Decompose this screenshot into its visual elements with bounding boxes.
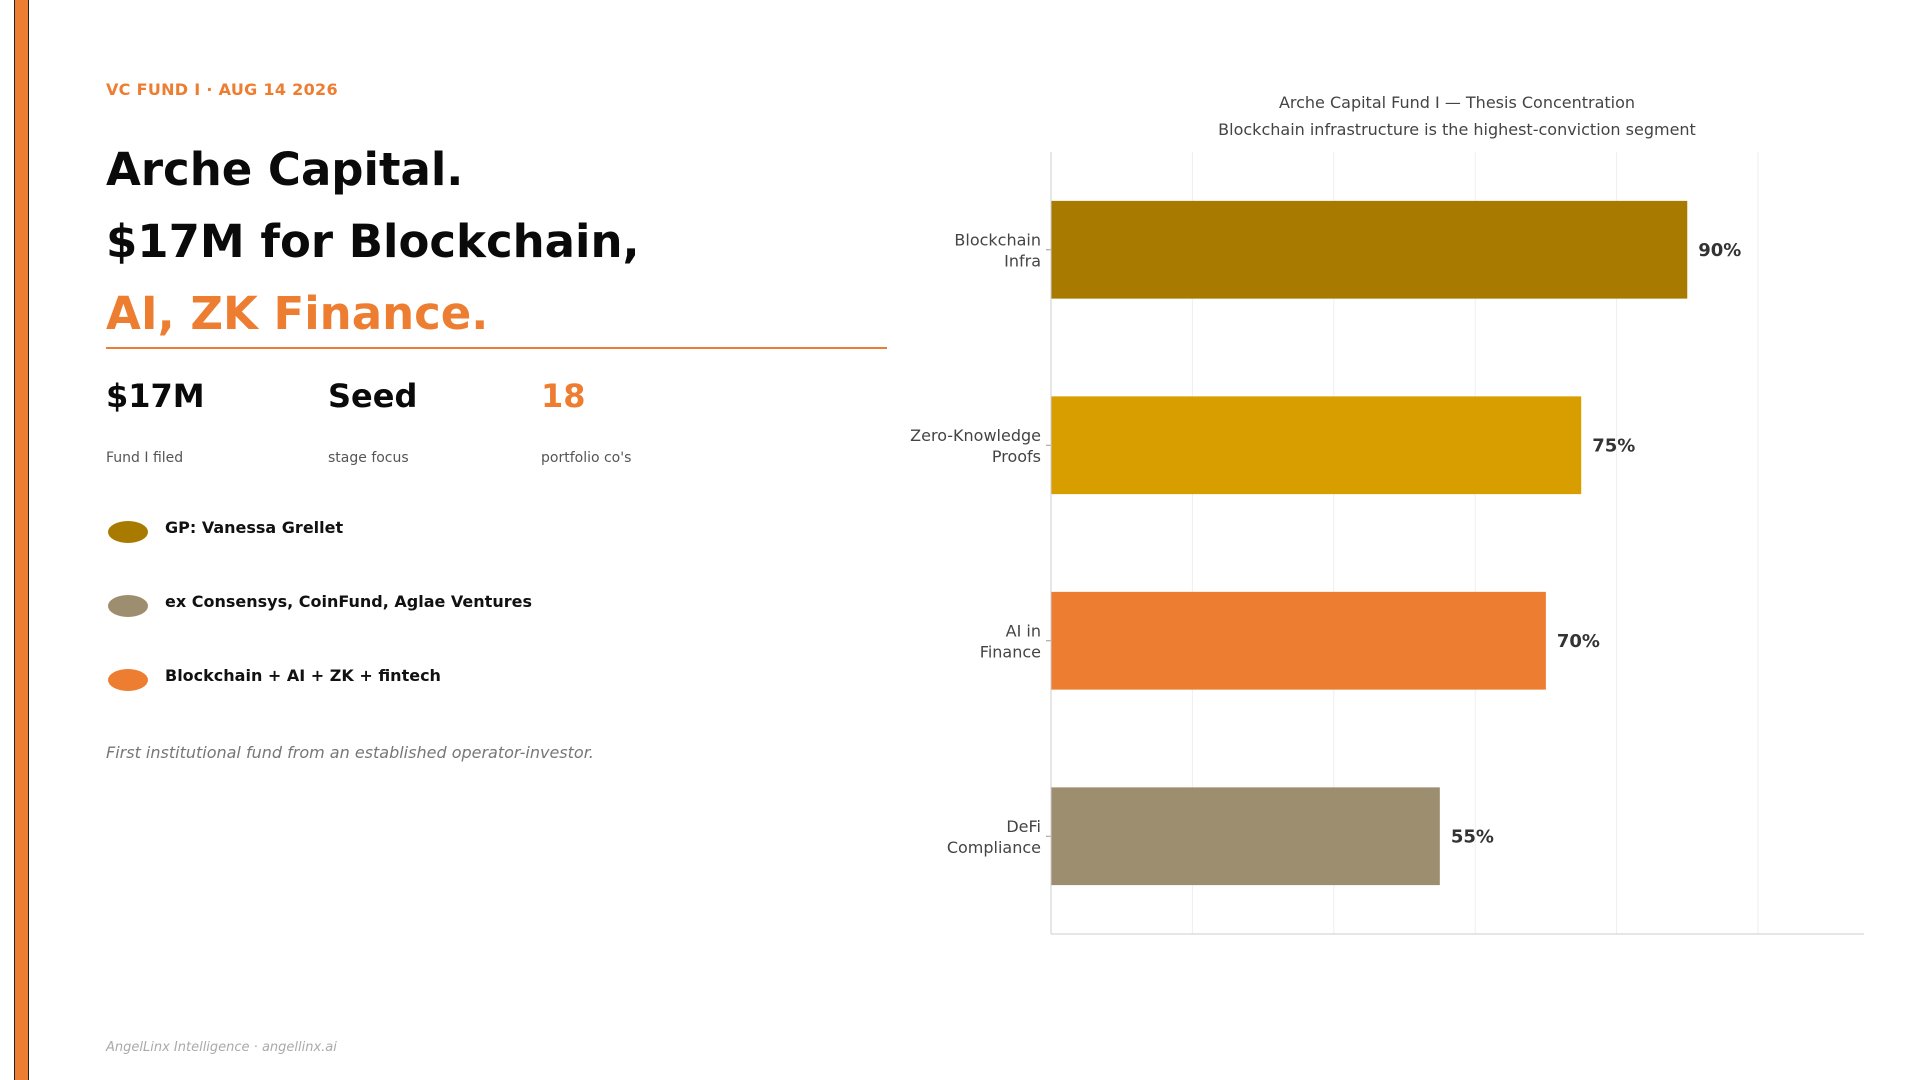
- category-label-line: Infra: [1004, 251, 1041, 270]
- category-label-line: Zero-Knowledge: [910, 426, 1041, 445]
- kicker: VC FUND I · AUG 14 2026: [106, 80, 338, 99]
- stat-label: stage focus: [328, 450, 409, 466]
- stat-portfolio: 18 portfolio co's: [541, 380, 631, 466]
- value-label: 90%: [1698, 240, 1741, 261]
- category-label: Zero-Knowledge Proofs: [910, 426, 1041, 466]
- headline-line-3: AI, ZK Finance.: [106, 287, 489, 340]
- stat-fund-size: $17M Fund I filed: [106, 380, 205, 466]
- bullet-dot-icon: [108, 669, 148, 691]
- source-footer: AngelLinx Intelligence · angellinx.ai: [106, 1040, 337, 1055]
- category-label: Blockchain Infra: [954, 230, 1041, 270]
- category-label-line: AI in: [1006, 621, 1041, 640]
- bar: [1051, 200, 1688, 299]
- bullet-text: ex Consensys, CoinFund, Aglae Ventures: [165, 592, 532, 611]
- category-label-line: DeFi: [1006, 817, 1041, 836]
- bar: [1051, 787, 1440, 886]
- chart-title: Arche Capital Fund I — Thesis Concentrat…: [1279, 93, 1635, 112]
- footnote: First institutional fund from an establi…: [106, 743, 594, 762]
- divider: [106, 347, 887, 349]
- chart-value-labels: 90% 75% 70% 55%: [1451, 240, 1742, 848]
- stat-value: 18: [541, 377, 586, 415]
- stat-label: Fund I filed: [106, 450, 184, 466]
- stat-stage: Seed stage focus: [328, 380, 417, 466]
- category-label-line: Finance: [980, 642, 1041, 661]
- value-label: 55%: [1451, 826, 1494, 847]
- stat-value: Seed: [328, 377, 418, 415]
- bullet-dot-icon: [108, 521, 148, 543]
- category-label-line: Proofs: [992, 447, 1041, 466]
- bullet-dot-icon: [108, 595, 148, 617]
- stat-label: portfolio co's: [541, 450, 632, 466]
- bar: [1051, 396, 1582, 495]
- accent-bar: [14, 0, 29, 1080]
- bullet-text: GP: Vanessa Grellet: [165, 518, 344, 537]
- category-label-line: Blockchain: [954, 230, 1041, 249]
- category-label: DeFi Compliance: [947, 817, 1041, 857]
- bar: [1051, 591, 1546, 690]
- chart-subtitle: Blockchain infrastructure is the highest…: [1218, 120, 1696, 139]
- category-label: AI in Finance: [980, 621, 1041, 661]
- chart-category-labels: Blockchain Infra Zero-Knowledge Proofs AI in…: [910, 230, 1051, 857]
- stat-value: $17M: [106, 377, 205, 415]
- headline-line-2: $17M for Blockchain,: [106, 215, 640, 268]
- bullet-text: Blockchain + AI + ZK + fintech: [165, 666, 441, 685]
- headline-line-1: Arche Capital.: [106, 143, 464, 196]
- category-label-line: Compliance: [947, 838, 1041, 857]
- value-label: 75%: [1592, 435, 1635, 456]
- chart-bars: [1051, 200, 1688, 886]
- value-label: 70%: [1557, 631, 1600, 652]
